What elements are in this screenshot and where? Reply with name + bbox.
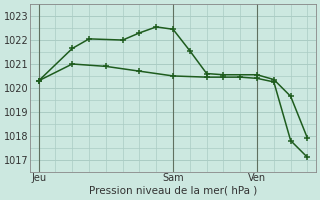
X-axis label: Pression niveau de la mer( hPa ): Pression niveau de la mer( hPa ) xyxy=(89,186,257,196)
